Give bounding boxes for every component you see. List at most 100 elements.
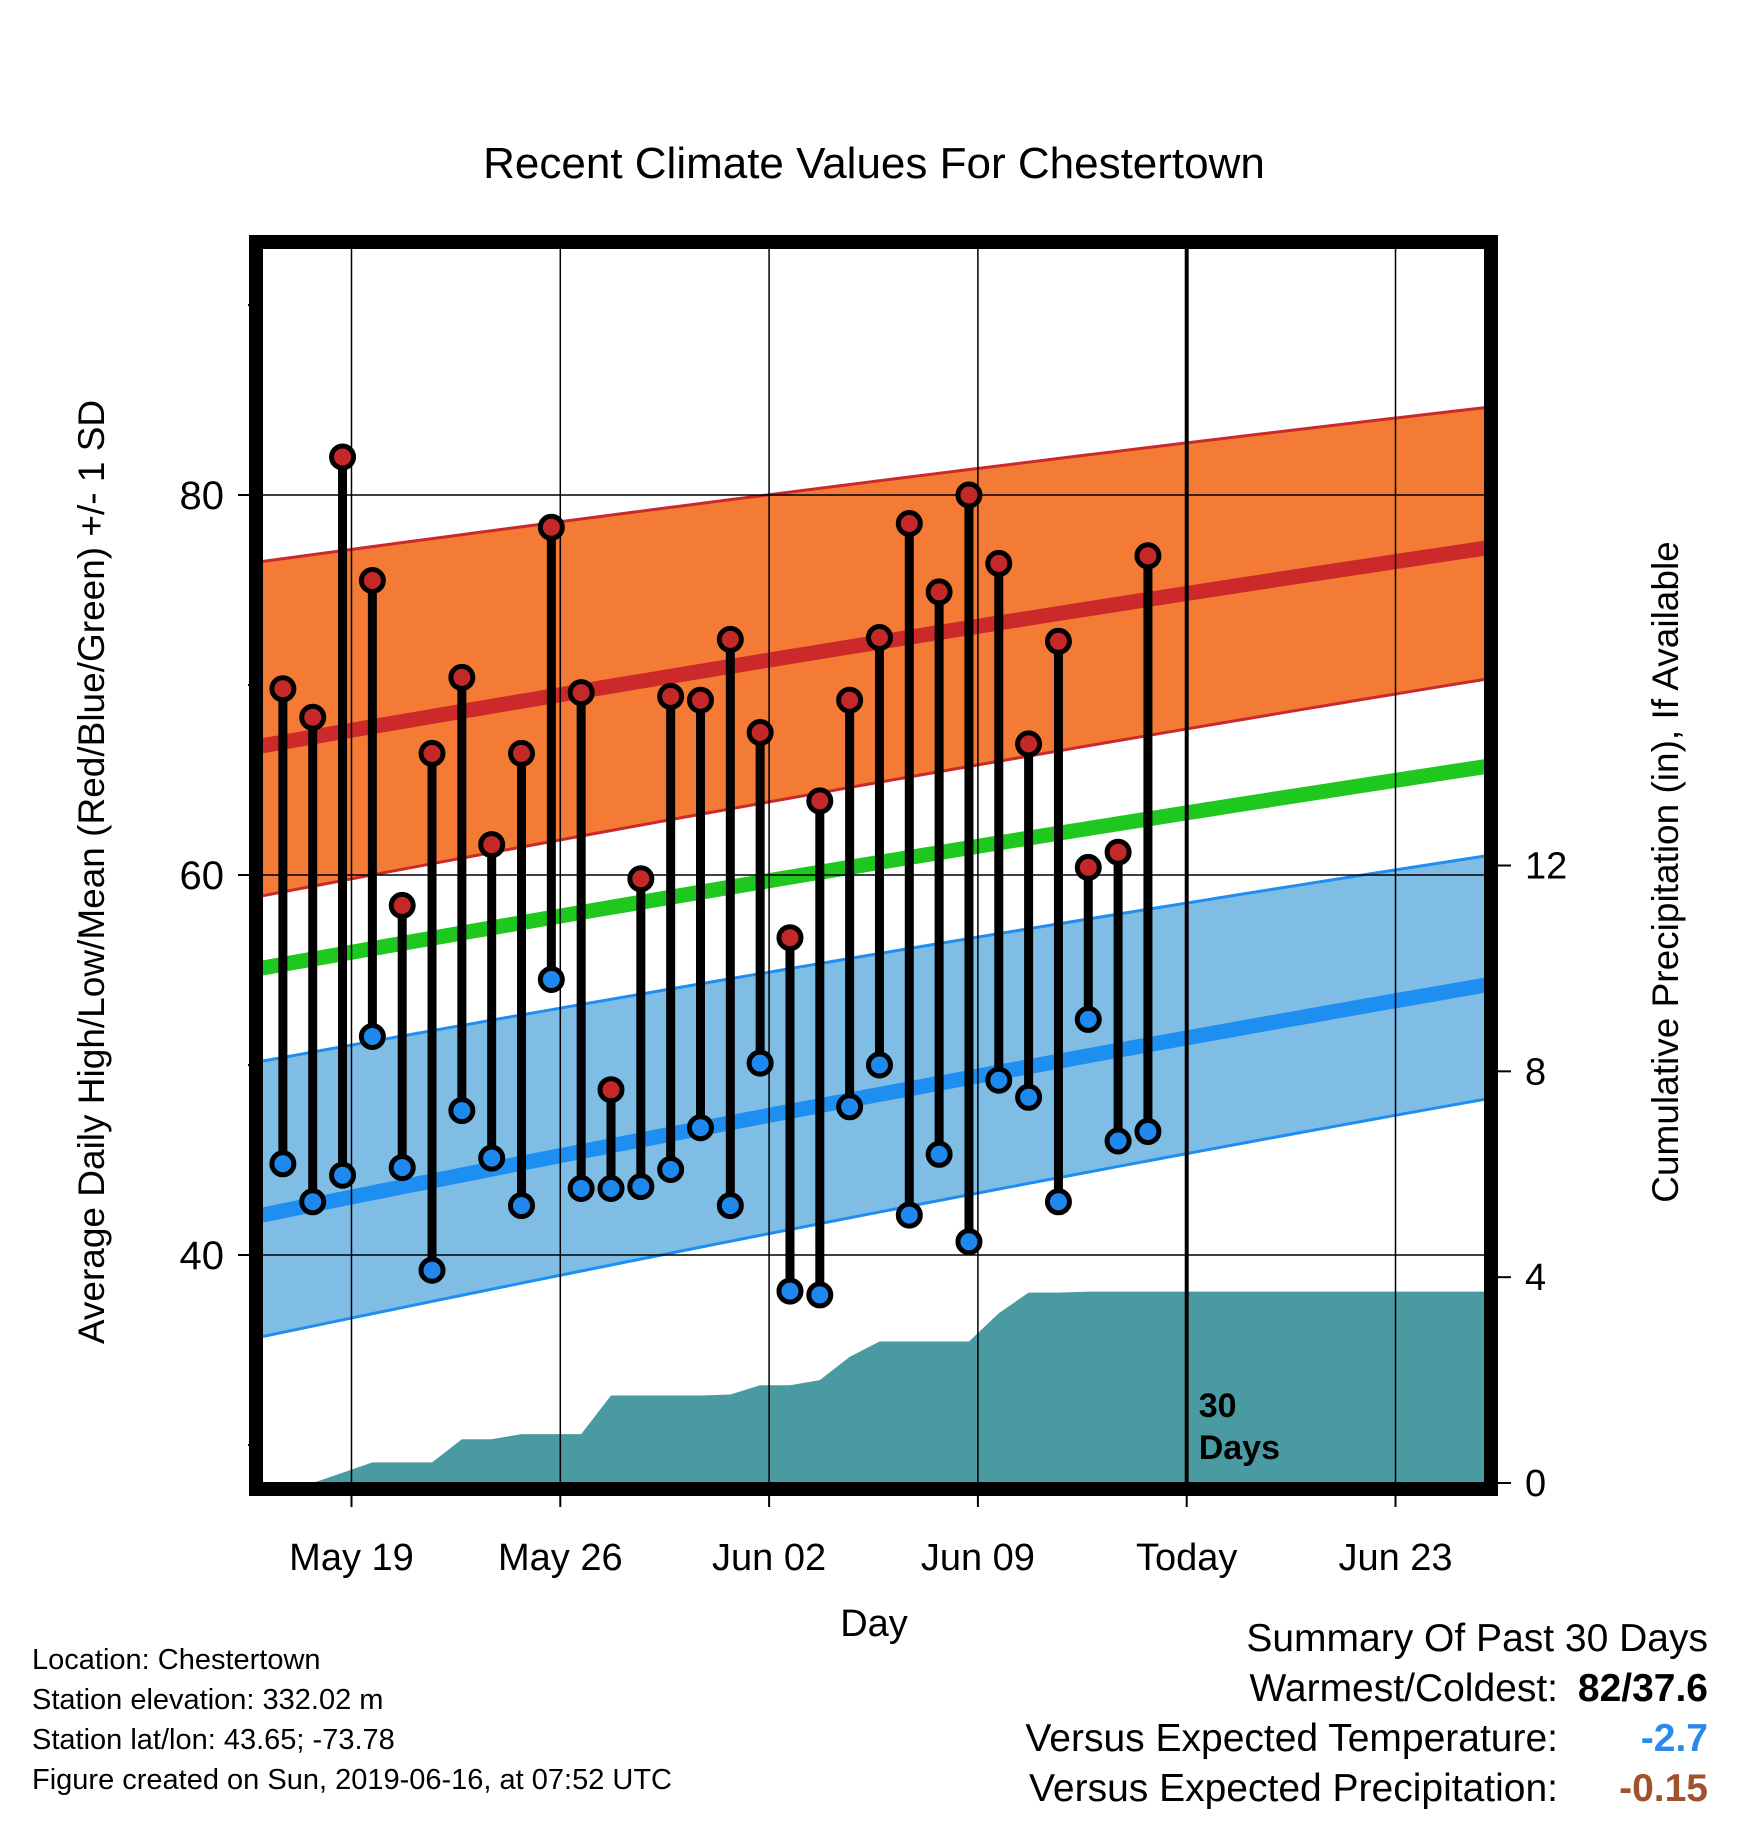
temp-label: Versus Expected Temperature: — [1025, 1717, 1558, 1760]
daily-low-point — [627, 1173, 655, 1201]
x-tick-label: May 26 — [498, 1537, 623, 1579]
daily-high-point — [537, 513, 565, 541]
y-tick-label: 60 — [180, 854, 225, 898]
y2-tick-label: 8 — [1525, 1051, 1546, 1093]
daily-high-point — [329, 443, 357, 471]
station-location: Location: Chestertown — [32, 1644, 321, 1676]
station-elevation: Station elevation: 332.02 m — [32, 1684, 384, 1716]
daily-high-point — [1134, 542, 1162, 570]
daily-high-point — [388, 891, 416, 919]
x-tick-label: Jun 23 — [1338, 1537, 1452, 1579]
daily-high-point — [448, 663, 476, 691]
daily-high-point — [657, 682, 685, 710]
daily-low-point — [418, 1256, 446, 1284]
daily-low-point — [597, 1175, 625, 1202]
daily-low-point — [1074, 1005, 1102, 1033]
daily-high-point — [746, 719, 774, 746]
daily-low-point — [329, 1161, 357, 1189]
chart-title: Recent Climate Values For Chestertown — [483, 139, 1265, 188]
daily-low-point — [508, 1192, 536, 1220]
figure-created: Figure created on Sun, 2019-06-16, at 07… — [32, 1764, 672, 1796]
daily-high-point — [985, 549, 1013, 577]
plot-frame — [249, 235, 1498, 1496]
y-axis-label: Average Daily High/Low/Mean (Red/Blue/Gr… — [71, 400, 112, 1344]
daily-low-point — [388, 1154, 416, 1182]
summary-heading: Summary Of Past 30 Days — [1246, 1617, 1708, 1660]
precip-label: Versus Expected Precipitation: — [1029, 1767, 1558, 1810]
daily-low-point — [1015, 1083, 1043, 1111]
daily-high-point — [1074, 853, 1102, 881]
daily-low-point — [776, 1277, 804, 1305]
daily-high-point — [806, 787, 834, 815]
daily-high-point — [418, 739, 446, 767]
daily-high-point — [836, 686, 864, 714]
daily-high-point — [567, 679, 595, 707]
daily-low-point — [269, 1150, 297, 1178]
y2-axis-label: Cumulative Precipitation (in), If Availa… — [1645, 541, 1686, 1203]
daily-high-point — [895, 510, 923, 537]
summary-panel: Summary Of Past 30 Days Warmest/Coldest:… — [808, 1614, 1708, 1814]
station-info: Location: Chestertown Station elevation:… — [32, 1640, 672, 1800]
daily-high-point — [955, 481, 983, 509]
daily-low-point — [358, 1023, 386, 1050]
daily-low-point — [1134, 1118, 1162, 1145]
daily-low-point — [686, 1114, 714, 1142]
summary-precip-row: Versus Expected Precipitation: -0.15 — [808, 1764, 1708, 1814]
daily-low-point — [478, 1144, 506, 1172]
daily-high-point — [686, 686, 714, 714]
daily-high-point — [597, 1076, 625, 1104]
low-lower-line — [262, 1097, 1485, 1339]
daily-high-point — [1015, 730, 1043, 758]
daily-high-point — [299, 703, 327, 731]
daily-high-point — [776, 924, 804, 952]
daily-low-point — [985, 1066, 1013, 1094]
low-normal-line — [262, 977, 1485, 1223]
daily-low-point — [448, 1097, 476, 1125]
today-annotation-line1: 30 — [1199, 1387, 1237, 1425]
precip-area — [262, 1291, 1485, 1483]
daily-high-point — [627, 865, 655, 893]
warmest-value: 82/37.6 — [1577, 1667, 1708, 1710]
daily-high-point — [1044, 627, 1072, 655]
x-tick-label: May 19 — [289, 1537, 414, 1579]
y2-tick-label: 12 — [1525, 846, 1567, 888]
daily-low-point — [1104, 1127, 1132, 1155]
daily-low-point — [865, 1051, 893, 1079]
y2-tick-label: 0 — [1525, 1463, 1546, 1505]
daily-low-point — [925, 1140, 953, 1168]
station-latlon: Station lat/lon: 43.65; -73.78 — [32, 1724, 395, 1756]
daily-high-point — [478, 831, 506, 859]
daily-low-point — [1044, 1188, 1072, 1216]
daily-low-point — [836, 1093, 864, 1121]
daily-low-point — [537, 966, 565, 993]
daily-low-point — [716, 1192, 744, 1220]
y-tick-label: 80 — [180, 474, 225, 518]
precip-value: -0.15 — [1619, 1767, 1708, 1810]
daily-high-point — [865, 624, 893, 651]
daily-low-point — [657, 1156, 685, 1183]
x-tick-label: Jun 09 — [921, 1537, 1035, 1579]
x-tick-label: Jun 02 — [712, 1537, 826, 1579]
daily-high-point — [508, 739, 536, 767]
daily-low-point — [955, 1228, 983, 1256]
summary-warmest-row: Warmest/Coldest: 82/37.6 — [808, 1664, 1708, 1714]
plot-area: 30 Days — [262, 248, 1485, 1483]
daily-high-point — [1104, 838, 1132, 866]
daily-low-point — [299, 1188, 327, 1216]
daily-high-point — [358, 567, 386, 594]
x-tick-label: Today — [1136, 1537, 1237, 1579]
daily-low-point — [567, 1175, 595, 1202]
warmest-label: Warmest/Coldest: — [1249, 1667, 1558, 1710]
y-tick-label: 40 — [180, 1234, 225, 1278]
daily-low-point — [895, 1201, 923, 1229]
daily-low-point — [746, 1049, 774, 1077]
daily-low-point — [806, 1281, 834, 1309]
high-sd-band — [262, 407, 1485, 896]
summary-temp-row: Versus Expected Temperature: -2.7 — [808, 1714, 1708, 1764]
daily-high-point — [925, 578, 953, 606]
daily-high-point — [269, 675, 297, 703]
high-upper-line — [262, 406, 1485, 563]
x-axis-label: Day — [840, 1603, 908, 1645]
daily-high-point — [716, 625, 744, 653]
